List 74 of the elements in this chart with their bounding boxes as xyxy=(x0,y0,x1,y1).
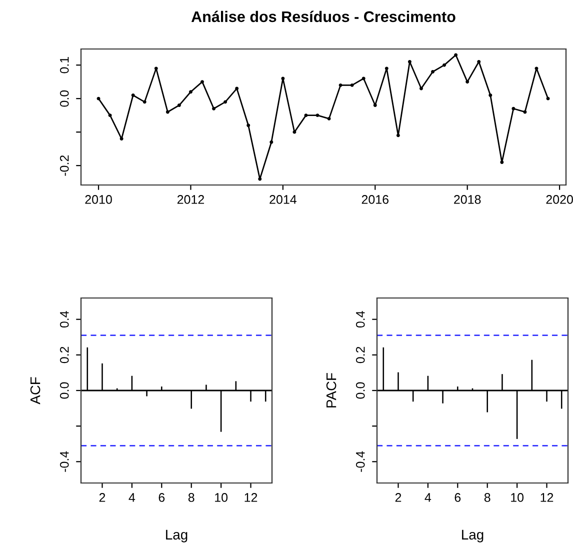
y-tick-label: 0.1 xyxy=(60,57,69,74)
point xyxy=(281,76,285,80)
point xyxy=(546,96,550,100)
x-tick-label: 8 xyxy=(188,493,194,502)
point xyxy=(454,53,458,57)
point xyxy=(477,60,481,64)
point xyxy=(500,160,504,164)
point xyxy=(408,60,412,64)
point xyxy=(362,76,366,80)
point xyxy=(154,66,158,70)
x-tick-label: 2 xyxy=(99,493,106,502)
point xyxy=(442,63,446,67)
point xyxy=(396,134,400,138)
point xyxy=(431,70,434,74)
x-tick-label: 8 xyxy=(484,493,490,502)
x-tick-label: 2020 xyxy=(546,195,573,204)
x-tick-label: 12 xyxy=(244,493,258,502)
y-tick-label: 0.4 xyxy=(356,311,365,328)
x-tick-label: 6 xyxy=(454,493,461,502)
x-tick-label: 2016 xyxy=(362,195,388,204)
point xyxy=(292,130,296,134)
point xyxy=(466,80,470,84)
point xyxy=(177,104,181,108)
y-tick-label: 0.2 xyxy=(356,346,365,364)
point xyxy=(96,96,100,100)
x-tick-label: 2010 xyxy=(85,195,112,204)
x-tick-label: 12 xyxy=(540,493,554,502)
point xyxy=(188,90,192,94)
point xyxy=(270,140,274,144)
x-tick-label: 4 xyxy=(424,493,432,502)
point xyxy=(131,93,135,97)
point xyxy=(166,110,170,114)
point xyxy=(108,114,112,118)
x-tick-label: 10 xyxy=(511,493,524,502)
point xyxy=(212,106,216,110)
point xyxy=(523,110,527,114)
point xyxy=(235,86,239,90)
x-tick-label: 2012 xyxy=(177,195,204,204)
point xyxy=(120,137,124,141)
y-tick-label: 0.0 xyxy=(60,382,69,399)
point xyxy=(384,66,388,70)
y-tick-label: 0.2 xyxy=(60,346,69,364)
x-axis-title: Lag xyxy=(166,530,188,542)
y-tick-label: 0.0 xyxy=(60,90,69,107)
point xyxy=(373,104,377,108)
x-tick-label: 2018 xyxy=(454,195,481,204)
y-tick-label: 0.4 xyxy=(60,311,69,328)
x-tick-label: 10 xyxy=(215,493,228,502)
x-tick-label: 4 xyxy=(128,493,136,502)
y-tick-label: -0.2 xyxy=(60,155,69,176)
y-axis-title: ACF xyxy=(30,377,40,404)
point xyxy=(534,66,538,70)
chart-title: Análise dos Resíduos - Crescimento xyxy=(191,10,456,22)
y-tick-label: -0.4 xyxy=(356,451,365,472)
point xyxy=(488,93,492,97)
x-axis-title: Lag xyxy=(462,530,484,542)
y-axis-title: PACF xyxy=(326,373,336,408)
x-tick-label: 6 xyxy=(158,493,165,502)
point xyxy=(316,114,320,118)
point xyxy=(258,177,262,181)
point xyxy=(304,114,308,118)
point xyxy=(350,83,354,87)
point xyxy=(200,80,204,84)
point xyxy=(142,100,146,104)
point xyxy=(327,116,331,120)
point xyxy=(246,124,250,128)
point xyxy=(338,83,342,87)
y-tick-label: -0.4 xyxy=(60,451,69,472)
y-tick-label: 0.0 xyxy=(356,382,365,399)
point xyxy=(224,100,228,104)
point xyxy=(512,106,516,110)
point xyxy=(420,86,423,90)
x-tick-label: 2014 xyxy=(270,195,296,204)
x-tick-label: 2 xyxy=(395,493,402,502)
